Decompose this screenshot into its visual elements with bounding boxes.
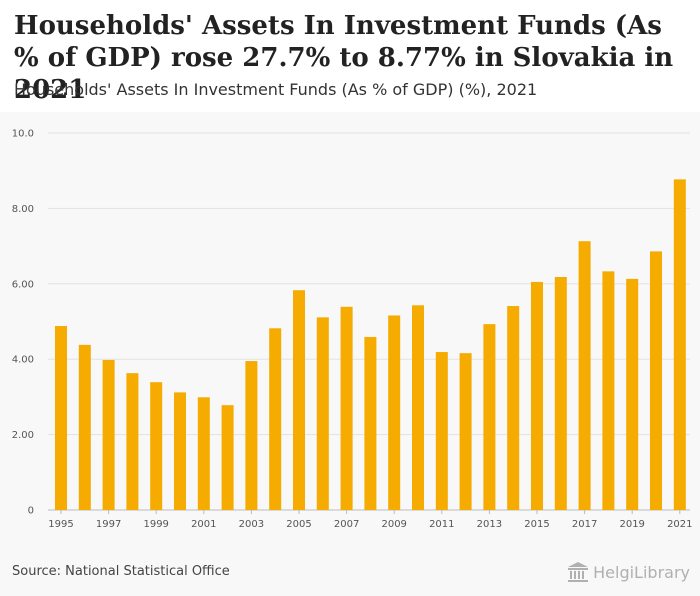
x-tick-label: 1995 <box>48 519 73 530</box>
bar-2000 <box>174 392 186 510</box>
bar-2018 <box>602 271 614 510</box>
bar-1998 <box>126 373 138 510</box>
bar-2015 <box>531 282 543 510</box>
bar-2004 <box>269 328 281 510</box>
bar-1995 <box>55 326 67 510</box>
y-tick-label: 4.00 <box>12 355 34 366</box>
x-tick-label: 2021 <box>667 519 692 530</box>
bar-2006 <box>317 317 329 510</box>
x-tick-label: 1999 <box>143 519 168 530</box>
x-tick-label: 2013 <box>477 519 502 530</box>
brand-name: HelgiLibrary <box>593 563 690 582</box>
x-tick-label: 2005 <box>286 519 311 530</box>
bar-2002 <box>222 405 234 510</box>
y-tick-label: 2.00 <box>12 430 34 441</box>
bar-2008 <box>364 337 376 510</box>
bar-2001 <box>198 397 210 510</box>
y-tick-label: 10.0 <box>12 129 34 140</box>
y-tick-label: 8.00 <box>12 204 34 215</box>
bar-1996 <box>79 345 91 510</box>
y-tick-label: 0 <box>28 506 34 517</box>
x-tick-label: 2015 <box>524 519 549 530</box>
header: Households' Assets In Investment Funds (… <box>0 0 700 112</box>
bar-2010 <box>412 305 424 510</box>
footer: Source: National Statistical Office Helg… <box>0 550 700 596</box>
bar-2013 <box>483 324 495 510</box>
brand-logo: HelgiLibrary <box>567 560 690 584</box>
y-tick-label: 6.00 <box>12 279 34 290</box>
bar-2021 <box>674 179 686 510</box>
x-tick-label: 2001 <box>191 519 216 530</box>
x-tick-label: 2011 <box>429 519 454 530</box>
source-note: Source: National Statistical Office <box>12 564 230 579</box>
chart-subtitle: Households' Assets In Investment Funds (… <box>14 80 537 99</box>
bar-2011 <box>436 352 448 510</box>
bar-2009 <box>388 315 400 510</box>
bar-2003 <box>245 361 257 510</box>
bar-1997 <box>103 360 115 510</box>
library-icon <box>567 561 589 583</box>
bar-2012 <box>460 353 472 510</box>
bar-2020 <box>650 251 662 510</box>
bar-2017 <box>579 241 591 510</box>
bar-2019 <box>626 279 638 510</box>
chart-area: 0 2.00 4.00 6.00 8.00 10.0 1995 1997 1999 2001 200… <box>0 112 700 550</box>
x-tick-label: 1997 <box>96 519 121 530</box>
x-tick-label: 2007 <box>334 519 359 530</box>
bar-2005 <box>293 290 305 510</box>
x-tick-label: 2009 <box>381 519 406 530</box>
bar-2007 <box>341 307 353 510</box>
bar-2014 <box>507 306 519 510</box>
x-tick-label: 2019 <box>619 519 644 530</box>
x-tick-label: 2003 <box>239 519 264 530</box>
x-tick-label: 2017 <box>572 519 597 530</box>
bar-2016 <box>555 277 567 510</box>
bar-chart: 0 2.00 4.00 6.00 8.00 10.0 1995 1997 1999 2001 200… <box>0 112 700 550</box>
bar-1999 <box>150 382 162 510</box>
